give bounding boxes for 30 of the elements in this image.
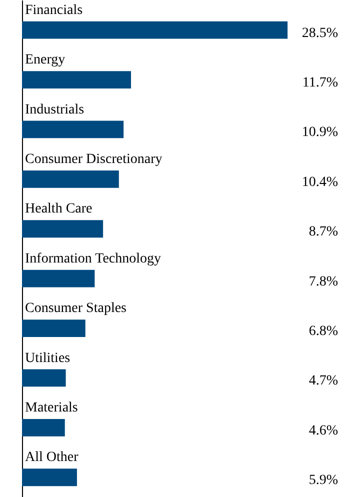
bar (22, 120, 124, 138)
bar (22, 468, 77, 486)
bar (22, 369, 66, 387)
y-tick-label: Industrials (25, 102, 84, 118)
bar (22, 418, 65, 436)
data-label: 7.8% (308, 274, 338, 290)
data-label: 11.7% (302, 76, 338, 90)
y-tick-label: Energy (25, 52, 66, 68)
data-label: 10.4% (302, 174, 338, 190)
data-label: 28.5% (302, 26, 338, 41)
y-tick-label: All Other (25, 450, 79, 466)
bar (22, 21, 288, 39)
bar (22, 170, 119, 188)
y-tick-label: Utilities (25, 350, 70, 366)
y-tick-label: Financials (25, 2, 83, 18)
y-tick-label: Consumer Staples (25, 301, 126, 316)
bar (22, 71, 132, 88)
bar (22, 270, 95, 288)
bar (22, 320, 86, 337)
y-tick-label: Consumer Discretionary (25, 152, 162, 168)
data-label: 5.9% (308, 473, 338, 488)
y-tick-label: Information Technology (25, 251, 162, 266)
data-label: 4.6% (308, 423, 338, 438)
y-tick-label: Materials (25, 400, 78, 416)
bar (22, 220, 104, 238)
data-label: 6.8% (308, 324, 338, 339)
y-tick-label: Health Care (25, 202, 92, 217)
data-label: 10.9% (302, 125, 338, 140)
data-label: 8.7% (308, 224, 338, 240)
data-label: 4.7% (308, 374, 338, 389)
